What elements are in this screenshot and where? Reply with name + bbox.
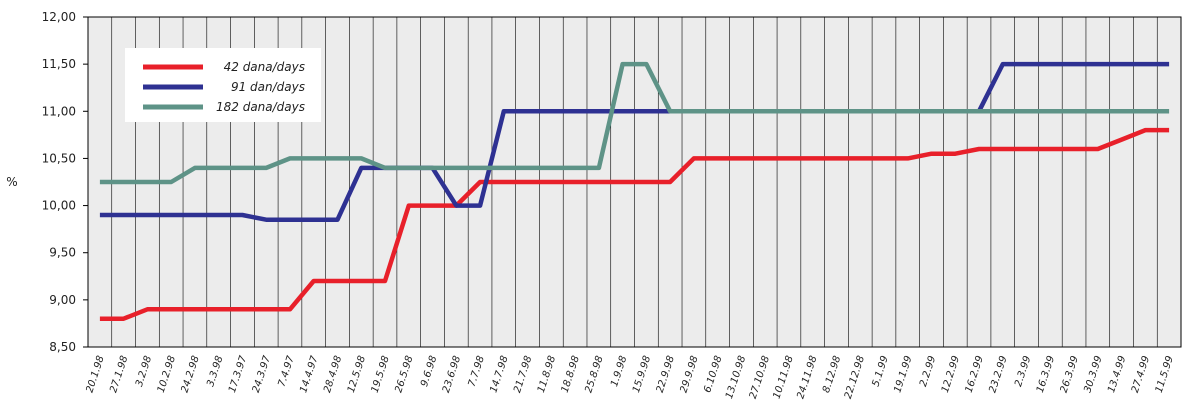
x-tick-label: 7.4.97 [277,354,297,388]
legend-label: 182 dana/days [216,100,305,114]
x-tick-label: 21.7.98 [512,355,534,395]
x-tick-label: 19.5.98 [370,355,392,395]
x-tick-label: 24.2.98 [180,355,202,395]
x-tick-label: 14.7.98 [488,355,510,395]
y-tick-label: 10,50 [42,151,76,165]
x-tick-label: 29.9.98 [678,355,700,395]
x-tick-label: 27.10.98 [748,355,772,401]
x-tick-label: 24.11.98 [795,355,819,401]
x-tick-label: 3.2.98 [134,355,154,389]
x-axis: 20.1.98 27.1.98 3.2.98 10.2.98 24.2.98 3.3.98… [84,354,1175,400]
x-tick-label: 24.3.97 [251,354,273,394]
x-tick-label: 7.7.98 [467,355,487,389]
x-tick-label: 13.10.98 [724,355,748,401]
x-tick-label: 11.8.98 [536,355,558,395]
x-tick-label: 2.2.99 [918,355,938,389]
x-tick-label: 3.3.98 [205,355,225,389]
x-tick-label: 19.1.99 [892,355,914,395]
x-tick-label: 18.8.98 [560,355,582,395]
x-tick-label: 15.9.98 [631,355,653,395]
x-tick-label: 14.4.97 [298,354,320,394]
legend-label: 91 dan/days [231,80,305,94]
x-tick-label: 11.5.99 [1154,355,1176,395]
x-tick-label: 10.2.98 [156,355,178,395]
x-tick-label: 16.3.99 [1035,355,1057,395]
series-line-1 [99,127,1170,321]
x-tick-label: 25.8.98 [583,355,605,395]
y-tick-label: 12,00 [42,10,76,24]
y-tick-label: 9,50 [49,246,76,260]
series-line-2 [99,61,1170,222]
x-tick-label: 6.10.98 [702,355,724,395]
x-tick-label: 12.2.99 [940,355,962,395]
x-tick-label: 8.12.98 [821,355,843,395]
legend-label: 42 dana/days [224,60,305,74]
x-tick-label: 13.4.99 [1106,355,1128,395]
series-lines [99,61,1170,321]
x-tick-label: 5.1.99 [871,355,891,389]
y-tick-label: 11,50 [42,57,76,71]
x-tick-label: 10.11.98 [772,355,796,401]
x-tick-label: 28.4.98 [322,355,344,395]
series-line-3 [99,61,1170,185]
y-tick-label: 11,00 [42,104,76,118]
x-tick-label: 16.2.99 [964,355,986,395]
x-tick-label: 1.9.98 [609,355,629,389]
x-tick-label: 17.3.97 [227,354,249,394]
y-axis: 12,00 11,50 11,00 10,50 10,00 9,50 9,00 8,50 [42,10,88,354]
x-tick-label: 20.1.98 [84,355,106,395]
x-tick-label: 9.6.98 [419,355,439,389]
x-tick-label: 26.3.99 [1059,355,1081,395]
x-tick-label: 22.9.98 [655,355,677,395]
y-tick-label: 10,00 [42,199,76,213]
legend: 42 dana/days 91 dan/days 182 dana/days [125,48,321,122]
y-tick-label: 9,00 [49,293,76,307]
y-axis-label: % [6,175,17,189]
x-tick-label: 30.3.99 [1082,355,1104,395]
x-tick-label: 23.6.98 [441,355,463,395]
x-tick-label: 2.3.99 [1013,355,1033,389]
x-tick-label: 12.5.98 [346,355,368,395]
x-tick-label: 23.2.99 [987,355,1009,395]
x-tick-label: 26.5.98 [393,355,415,395]
x-tick-label: 27.4.99 [1130,355,1152,395]
x-tick-label: 22.12.98 [843,355,867,401]
y-tick-label: 8,50 [49,340,76,354]
x-tick-label: 27.1.98 [108,355,130,395]
